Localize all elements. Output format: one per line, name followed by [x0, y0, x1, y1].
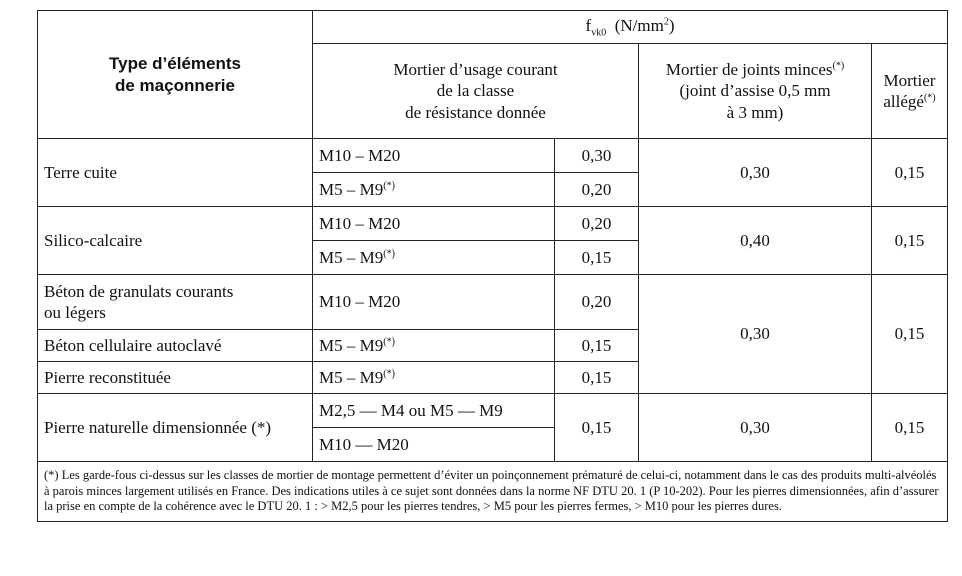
mortar-class-cell: M10 – M20 — [312, 206, 555, 241]
minces-header-line3: à 3 mm) — [726, 102, 784, 122]
value-cell: 0,20 — [554, 206, 639, 241]
minces-value-cell: 0,30 — [638, 393, 872, 462]
type-column-header: Type d’éléments de maçonnerie — [37, 10, 313, 139]
mortar-class-cell: M2,5 — M4 ou M5 — M9 — [312, 393, 555, 428]
courant-header-line3: de résistance donnée — [405, 102, 546, 122]
fvk-subscript: vk0 — [591, 26, 607, 38]
minces-header-footnote: (*) — [832, 60, 845, 72]
mortar-class-footnote: (*) — [383, 368, 395, 380]
header-row-mortars: Mortier d’usage courant de la classe de … — [38, 43, 949, 139]
mortar-class-cell: M5 – M9(*) — [312, 172, 555, 207]
header-row-fvk: Type d’éléments de maçonnerie fvk0 (N/mm… — [37, 10, 949, 139]
table-row: Silico-calcaire M10 – M20 0,20 0,40 0,15 — [37, 206, 949, 275]
masonry-strength-table: Type d’éléments de maçonnerie fvk0 (N/mm… — [36, 10, 949, 522]
table-row: Béton cellulaire autoclavé M5 – M9(*) 0,… — [37, 329, 948, 362]
masonry-strength-table-container: Type d’éléments de maçonnerie fvk0 (N/mm… — [36, 10, 949, 522]
mortar-class-cell: M5 – M9(*) — [312, 329, 555, 362]
mortar-class-text: M5 – M9 — [319, 335, 384, 355]
table-row: Pierre reconstituée M5 – M9(*) 0,15 — [37, 361, 948, 394]
allege-header-footnote: (*) — [923, 92, 936, 104]
mortar-class-cell: M5 – M9(*) — [312, 361, 555, 394]
allege-value-cell: 0,15 — [870, 274, 949, 394]
allege-mortar-header: Mortier allégé(*) — [870, 43, 949, 139]
value-cell: 0,20 — [554, 172, 639, 207]
courant-header-line2: de la classe — [436, 81, 515, 101]
type-header-line1: Type d’éléments — [109, 54, 241, 74]
type-header-line2: de maçonnerie — [115, 75, 235, 95]
value-cell: 0,15 — [554, 361, 639, 394]
allege-value-cell: 0,15 — [870, 138, 949, 207]
mortar-class-cell: M10 – M20 — [312, 138, 555, 173]
table-row: Pierre naturelle dimensionnée (*) M2,5 —… — [37, 393, 949, 462]
mortar-class-footnote: (*) — [383, 336, 395, 348]
value-cell: 0,15 — [554, 393, 639, 462]
minces-header-line2: (joint d’assise 0,5 mm — [679, 81, 831, 101]
minces-value-cell: 0,40 — [638, 206, 872, 275]
fvk-unit-close: ) — [668, 15, 675, 35]
mortar-class-cell: M10 – M20 — [312, 274, 555, 330]
row-label-beton-granulats: Béton de granulats courants ou légers — [37, 274, 313, 330]
table-row: M5 – M9(*) 0,20 — [38, 172, 948, 207]
row-label-line1: Béton de granulats courants — [44, 281, 234, 301]
mortar-class-cell: M5 – M9(*) — [312, 240, 555, 275]
row-label-pierre-reconstituee: Pierre reconstituée — [37, 361, 313, 394]
allege-header-line2: allégé — [883, 92, 924, 111]
minces-header-line1: Mortier de joints minces — [665, 60, 833, 80]
fvk-header: fvk0 (N/mm2) — [311, 10, 949, 44]
table-row: Béton de granulats courants ou légers M1… — [37, 274, 949, 394]
row-label-silico: Silico-calcaire — [37, 206, 313, 275]
mortar-class-text: M5 – M9 — [319, 247, 384, 267]
row-label-beton-cellulaire: Béton cellulaire autoclavé — [37, 329, 313, 362]
minces-value-cell: 0,30 — [638, 274, 872, 394]
footnote-text: (*) Les garde-fous ci-dessus sur les cla… — [36, 461, 949, 522]
courant-mortar-header: Mortier d’usage courant de la classe de … — [312, 43, 639, 139]
minces-mortar-header: Mortier de joints minces(*) (joint d’ass… — [638, 43, 872, 139]
value-cell: 0,30 — [554, 138, 639, 173]
allege-value-cell: 0,15 — [870, 206, 949, 275]
courant-header-line1: Mortier d’usage courant — [393, 60, 558, 80]
table-row: Terre cuite M10 – M20 0,30 0,30 0,15 — [37, 138, 949, 207]
fvk-unit: (N/mm — [614, 15, 664, 35]
mortar-class-footnote: (*) — [383, 248, 395, 260]
fvk-unit-exponent: 2 — [663, 15, 669, 27]
allege-header-line1: Mortier — [883, 70, 936, 90]
row-label-pierre-naturelle: Pierre naturelle dimensionnée (*) — [37, 393, 313, 462]
mortar-class-text: M5 – M9 — [319, 179, 384, 199]
allege-value-cell: 0,15 — [870, 393, 949, 462]
table-row: M10 — M20 — [38, 427, 948, 462]
minces-value-cell: 0,30 — [638, 138, 872, 207]
mortar-class-text: M5 – M9 — [319, 367, 384, 387]
row-label-terre-cuite: Terre cuite — [37, 138, 313, 207]
value-cell: 0,20 — [554, 274, 639, 330]
value-cell: 0,15 — [554, 329, 639, 362]
mortar-class-cell: M10 — M20 — [312, 427, 555, 462]
fvk-symbol: f — [585, 15, 592, 35]
note-row: (*) Les garde-fous ci-dessus sur les cla… — [36, 461, 949, 522]
mortar-class-footnote: (*) — [383, 180, 395, 192]
row-label-line2: ou légers — [44, 303, 106, 322]
value-cell: 0,15 — [554, 240, 639, 275]
